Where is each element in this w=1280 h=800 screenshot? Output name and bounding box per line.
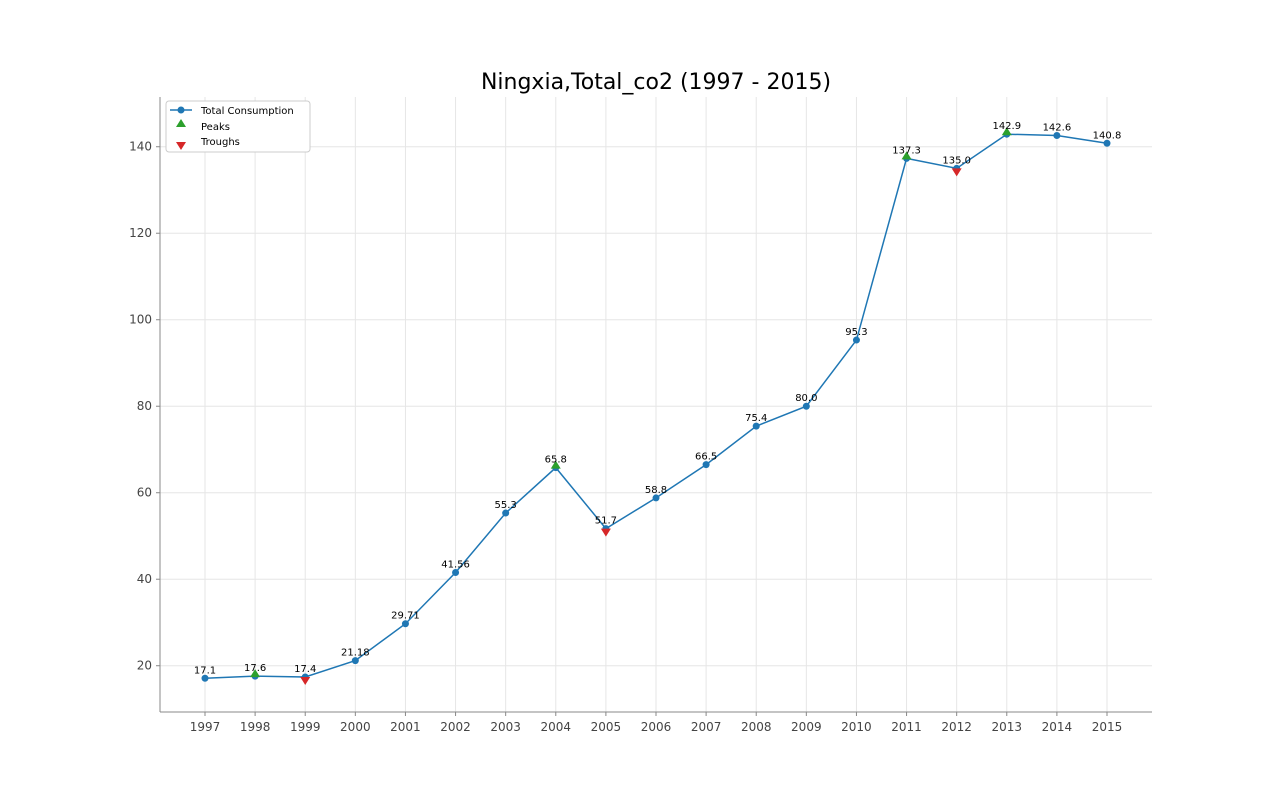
x-tick-label: 2001 — [390, 720, 421, 734]
trough-marker — [300, 676, 311, 685]
x-tick-label: 2000 — [340, 720, 371, 734]
x-tick-label: 2003 — [490, 720, 521, 734]
data-point — [752, 422, 760, 430]
peak-marker — [550, 460, 561, 469]
legend-box — [165, 100, 311, 153]
data-label: 17.6 — [244, 663, 266, 674]
legend-trough-marker — [176, 142, 186, 150]
data-point — [702, 461, 710, 469]
legend-series-label: Total Consumption — [200, 106, 294, 117]
grid — [160, 97, 1152, 712]
legend: Total Consumption Peaks Troughs — [165, 100, 311, 153]
data-point — [401, 620, 409, 628]
x-tick-label: 2013 — [992, 720, 1023, 734]
data-point — [1053, 131, 1061, 139]
x-tick-label: 2005 — [591, 720, 622, 734]
legend-series-marker — [177, 106, 185, 114]
trough-marker — [600, 528, 611, 537]
data-point — [1103, 139, 1111, 147]
trough-marker — [951, 168, 962, 177]
data-label: 41.56 — [441, 559, 470, 570]
data-label: 66.5 — [695, 452, 717, 463]
data-label: 95.3 — [845, 327, 867, 338]
data-label: 17.4 — [294, 664, 316, 675]
data-label: 75.4 — [745, 413, 767, 424]
data-label: 142.6 — [1043, 122, 1072, 133]
data-label: 80.0 — [795, 393, 817, 404]
data-label: 137.3 — [892, 145, 921, 156]
peak-trough-markers — [250, 127, 1012, 685]
data-label: 140.8 — [1093, 130, 1122, 141]
data-point — [802, 402, 810, 410]
peak-marker — [1001, 127, 1012, 136]
y-tick-label: 40 — [137, 572, 152, 586]
y-tick-label: 20 — [137, 659, 152, 673]
y-tick-label: 80 — [137, 399, 152, 413]
x-tick-label: 1998 — [240, 720, 271, 734]
x-tick-label: 2008 — [741, 720, 772, 734]
y-tick-label: 60 — [137, 486, 152, 500]
x-tick-label: 2015 — [1092, 720, 1123, 734]
data-point — [852, 336, 860, 344]
data-point — [652, 494, 660, 502]
x-tick-label: 1999 — [290, 720, 321, 734]
x-tick-label: 2010 — [841, 720, 872, 734]
x-tick-label: 2004 — [541, 720, 572, 734]
x-tick-label: 2006 — [641, 720, 672, 734]
data-label: 55.3 — [495, 500, 517, 511]
data-label: 17.1 — [194, 665, 216, 676]
peak-marker — [250, 669, 261, 678]
data-labels: 17.1 17.6 17.4 21.18 29.71 41.56 55.3 65.8 51.7 5… — [194, 121, 1121, 676]
peak-marker — [901, 151, 912, 160]
x-ticks: 1997 1998 1999 2000 2001 2002 2003 2004 2005 2006… — [190, 712, 1123, 734]
data-point — [201, 674, 209, 682]
y-tick-label: 140 — [129, 140, 152, 154]
y-tick-label: 120 — [129, 226, 152, 240]
data-label: 142.9 — [992, 121, 1021, 132]
data-point — [351, 657, 359, 665]
y-tick-label: 100 — [129, 313, 152, 327]
data-label: 29.71 — [391, 611, 420, 622]
data-label: 51.7 — [595, 516, 617, 527]
legend-troughs-label: Troughs — [200, 137, 240, 148]
y-ticks: 20 40 60 80 100 120 140 — [129, 140, 160, 673]
x-tick-label: 2007 — [691, 720, 722, 734]
chart-title: Ningxia,Total_co2 (1997 - 2015) — [481, 70, 831, 95]
data-point — [502, 509, 510, 517]
data-label: 135.0 — [942, 155, 971, 166]
x-tick-label: 2009 — [791, 720, 822, 734]
x-tick-label: 2002 — [440, 720, 471, 734]
data-label: 65.8 — [545, 455, 567, 466]
legend-peak-marker — [176, 119, 186, 127]
x-tick-label: 1997 — [190, 720, 221, 734]
data-point — [452, 568, 460, 576]
data-label: 58.8 — [645, 485, 667, 496]
x-tick-label: 2014 — [1042, 720, 1073, 734]
data-label: 21.18 — [341, 648, 370, 659]
x-tick-label: 2011 — [891, 720, 922, 734]
x-tick-label: 2012 — [941, 720, 972, 734]
legend-peaks-label: Peaks — [201, 122, 230, 133]
